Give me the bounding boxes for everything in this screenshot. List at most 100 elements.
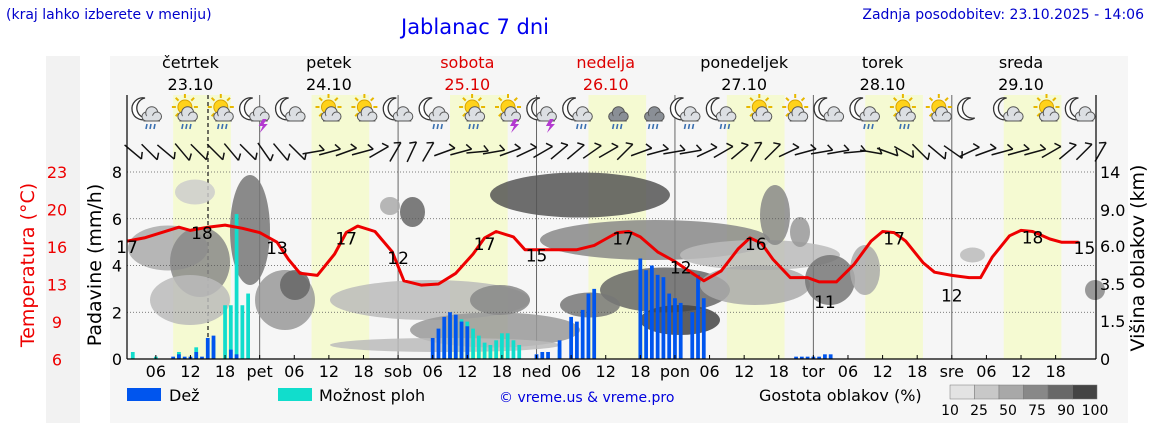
wind-barb — [893, 145, 915, 159]
wind-barb — [174, 143, 193, 161]
wind-barb — [206, 143, 225, 161]
precip-tick: 8 — [112, 163, 122, 182]
wind-barb — [1041, 142, 1062, 159]
rain-bar — [228, 349, 233, 359]
wind-barb — [794, 143, 817, 156]
sun-cloud-rain-icon — [459, 94, 486, 130]
x-tick-label: 06 — [146, 362, 166, 381]
rain-bar — [442, 316, 447, 359]
shower-bar — [476, 335, 481, 359]
wind-barb — [730, 142, 749, 160]
rain-bar — [828, 354, 833, 359]
shower-bar — [246, 293, 250, 359]
region-note[interactable]: (kraj lahko izberete v meniju) — [6, 7, 212, 23]
x-tick-label: 18 — [1045, 362, 1065, 381]
rain-bar — [540, 351, 545, 359]
x-tick-label: sob — [384, 362, 412, 381]
wind-barb — [257, 142, 274, 162]
wind-barb — [223, 143, 242, 161]
x-tick-label: sre — [940, 362, 964, 381]
temp-tick: 23 — [47, 163, 67, 182]
sun-cloud-icon — [782, 94, 809, 122]
rain-legend-swatch — [127, 388, 161, 401]
temperature-value: 17 — [335, 230, 357, 250]
shower-bar — [234, 214, 239, 359]
x-tick-label: 12 — [319, 362, 339, 381]
rain-bar — [453, 314, 458, 359]
night-cloud-icon — [992, 97, 1024, 122]
x-tick-label: 18 — [630, 362, 650, 381]
temp-tick: 13 — [47, 276, 67, 295]
wind-barb — [369, 142, 389, 159]
day-name: četrtek — [162, 53, 220, 72]
cloud-density-step: 75 — [1028, 403, 1046, 419]
wind-barb — [646, 143, 669, 156]
night-rain-icon — [418, 97, 450, 130]
x-tick-label: pet — [247, 362, 273, 381]
wind-barb — [991, 143, 1014, 156]
cloud-density-area — [400, 197, 425, 227]
shower-bar — [500, 333, 504, 359]
night-rain-icon — [562, 97, 593, 130]
showers-legend-label: Možnost ploh — [319, 386, 425, 405]
temp-tick: 9 — [52, 313, 62, 332]
wind-barb — [1058, 142, 1077, 160]
cloud-density-swatch — [1072, 384, 1098, 400]
wind-barb — [1007, 143, 1030, 156]
x-tick-label: 12 — [596, 362, 616, 381]
day-date: 27.10 — [721, 75, 767, 94]
night-cloud-icon — [382, 97, 414, 122]
cloud-density-label: Gostota oblakov (%) — [759, 386, 922, 405]
wind-barb — [1024, 143, 1047, 156]
rain-bar — [569, 316, 573, 359]
wind-barb — [927, 144, 947, 160]
cloud-density-area — [805, 255, 855, 305]
rain-bar — [586, 293, 591, 359]
credit-link[interactable]: © vreme.us & vreme.pro — [499, 390, 674, 406]
shower-bar — [240, 305, 245, 359]
day-date: 23.10 — [168, 75, 214, 94]
wind-barb — [351, 143, 374, 156]
x-tick-label: 06 — [976, 362, 996, 381]
rain-bar — [211, 335, 216, 359]
wind-barb — [434, 143, 456, 157]
day-date: 24.10 — [306, 75, 352, 94]
shower-bar — [223, 305, 227, 359]
rain-bar — [177, 354, 181, 359]
day-date: 26.10 — [583, 75, 629, 94]
rain-bar — [546, 351, 550, 359]
cloud-density-step: 90 — [1057, 403, 1075, 419]
wind-barb — [959, 142, 980, 158]
rain-bar — [673, 298, 677, 359]
wind-barb — [482, 144, 506, 155]
cloud-density-swatch — [949, 384, 975, 400]
rain-bar — [575, 321, 579, 359]
wind-barb — [764, 142, 781, 161]
sun-cloud-icon — [315, 94, 342, 122]
wind-barb — [713, 142, 734, 159]
rain-bar — [696, 274, 700, 359]
daytime-band — [1003, 95, 1062, 359]
wind-barb — [499, 143, 521, 157]
rain-bar — [448, 312, 452, 359]
temperature-value: 11 — [814, 293, 836, 313]
temperature-line — [126, 223, 1079, 287]
wind-barb — [335, 143, 357, 157]
temperature-value: 15 — [1074, 239, 1096, 259]
cloud-density-step: 50 — [999, 403, 1017, 419]
rain-bar — [805, 356, 810, 359]
x-tick-label: 18 — [215, 362, 235, 381]
shower-bar — [494, 340, 499, 359]
day-name: sobota — [440, 53, 494, 72]
temperature-value: 18 — [191, 224, 213, 244]
cloud-density-area — [700, 265, 810, 305]
rain-bar — [557, 340, 562, 359]
rain-bar — [171, 356, 176, 359]
wind-barb — [876, 147, 899, 157]
x-tick-label: 06 — [423, 362, 443, 381]
x-tick-label: tor — [802, 362, 825, 381]
day-name: petek — [306, 53, 352, 72]
cloud-density-area — [960, 247, 985, 263]
wind-barb — [630, 143, 653, 157]
